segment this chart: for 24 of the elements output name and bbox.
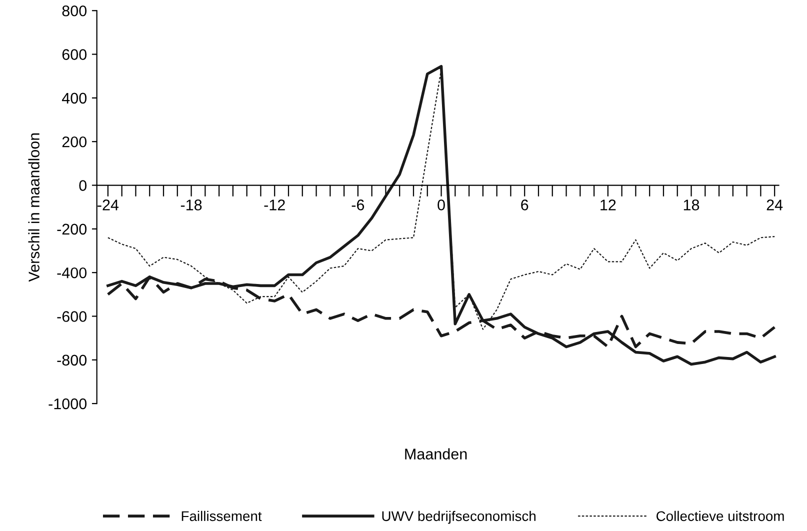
y-tick-label: -200 bbox=[57, 224, 87, 235]
x-tick-label: 12 bbox=[600, 200, 616, 210]
legend-label: UWV bedrijfseconomisch bbox=[382, 510, 536, 524]
y-tick-label: -1000 bbox=[48, 398, 87, 410]
x-tick-label: -12 bbox=[264, 200, 285, 210]
x-tick-label: -6 bbox=[352, 200, 364, 210]
y-axis-title: Verschil in maandloon bbox=[28, 133, 40, 282]
x-tick-label: 0 bbox=[438, 200, 445, 210]
y-tick-label: -400 bbox=[57, 267, 87, 278]
y-tick-label: -600 bbox=[57, 311, 87, 322]
legend-label: Collectieve uitstroom bbox=[656, 510, 784, 522]
y-tick-label: 600 bbox=[62, 49, 87, 60]
x-tick-label: -24 bbox=[98, 200, 119, 210]
y-tick-label: 800 bbox=[62, 5, 87, 16]
x-tick-label: 24 bbox=[766, 200, 783, 210]
x-tick-label: 18 bbox=[684, 200, 700, 210]
y-tick-label: 200 bbox=[62, 136, 87, 148]
x-axis-title: Maanden bbox=[405, 448, 467, 460]
y-tick-label: 0 bbox=[79, 180, 87, 191]
x-tick-label: 6 bbox=[521, 200, 528, 210]
legend-label: Faillissement bbox=[182, 510, 262, 522]
y-tick-label: 400 bbox=[62, 92, 87, 104]
x-tick-label: -18 bbox=[180, 200, 202, 210]
y-tick-label: -800 bbox=[57, 354, 87, 366]
